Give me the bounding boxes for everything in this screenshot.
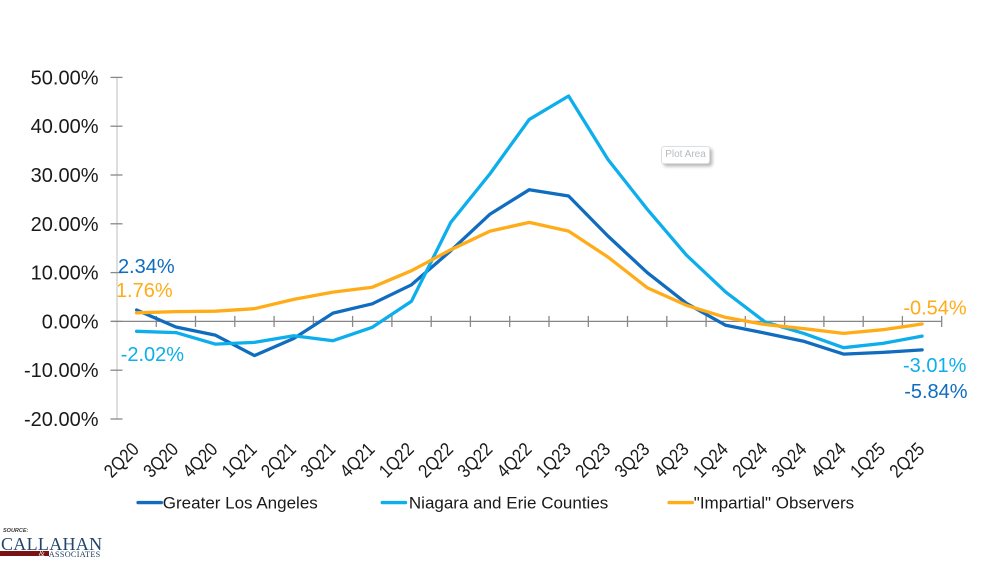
svg-text:30.00%: 30.00% — [31, 165, 99, 187]
svg-text:3Q21: 3Q21 — [297, 439, 340, 482]
svg-text:3Q20: 3Q20 — [140, 439, 183, 482]
svg-text:-10.00%: -10.00% — [24, 360, 99, 382]
svg-text:2Q23: 2Q23 — [572, 439, 615, 482]
svg-text:-20.00%: -20.00% — [24, 409, 99, 431]
svg-text:3Q23: 3Q23 — [611, 439, 654, 482]
svg-text:2Q24: 2Q24 — [729, 439, 772, 482]
svg-text:Greater Los Angeles: Greater Los Angeles — [163, 494, 318, 513]
svg-text:-0.54%: -0.54% — [903, 298, 967, 320]
svg-text:-5.84%: -5.84% — [904, 381, 968, 403]
svg-text:1Q21: 1Q21 — [218, 439, 261, 482]
svg-text:-3.01%: -3.01% — [903, 355, 967, 377]
svg-text:"Impartial" Observers: "Impartial" Observers — [694, 494, 854, 513]
svg-text:4Q24: 4Q24 — [807, 439, 850, 482]
svg-text:4Q21: 4Q21 — [336, 439, 379, 482]
svg-text:3Q24: 3Q24 — [768, 439, 811, 482]
svg-text:-2.02%: -2.02% — [121, 344, 185, 366]
svg-text:1.76%: 1.76% — [116, 280, 173, 302]
svg-text:1Q25: 1Q25 — [847, 439, 890, 482]
svg-text:2Q20: 2Q20 — [101, 439, 144, 482]
svg-text:40.00%: 40.00% — [31, 116, 99, 138]
svg-text:1Q24: 1Q24 — [690, 439, 733, 482]
svg-text:10.00%: 10.00% — [31, 263, 99, 285]
svg-text:1Q22: 1Q22 — [375, 439, 418, 482]
svg-text:4Q23: 4Q23 — [650, 439, 693, 482]
svg-text:4Q20: 4Q20 — [179, 439, 222, 482]
svg-text:Niagara and Erie Counties: Niagara and Erie Counties — [409, 494, 608, 513]
svg-text:3Q22: 3Q22 — [454, 439, 497, 482]
svg-text:4Q22: 4Q22 — [493, 439, 536, 482]
svg-text:2.34%: 2.34% — [118, 256, 175, 278]
svg-text:50.00%: 50.00% — [31, 67, 99, 89]
svg-text:2Q21: 2Q21 — [258, 439, 301, 482]
svg-text:2Q25: 2Q25 — [886, 439, 929, 482]
svg-text:20.00%: 20.00% — [31, 214, 99, 236]
svg-text:1Q23: 1Q23 — [533, 439, 576, 482]
svg-text:0.00%: 0.00% — [42, 311, 99, 333]
svg-text:2Q22: 2Q22 — [415, 439, 458, 482]
